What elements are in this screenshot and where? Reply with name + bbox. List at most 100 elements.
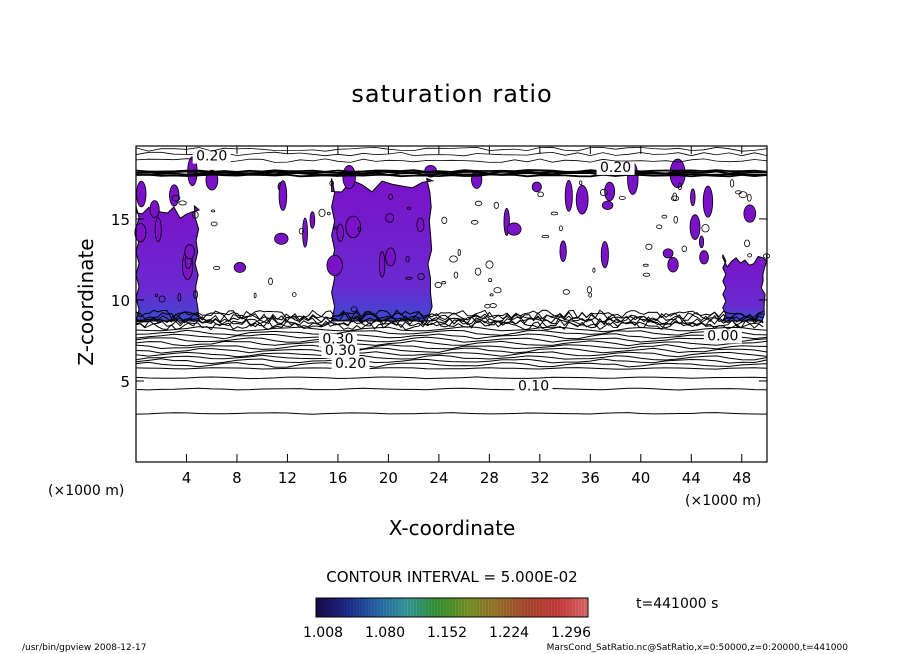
contour-line [178, 200, 187, 206]
y-tick-label: 5 [120, 373, 130, 391]
supersaturated-patch [342, 165, 356, 190]
x-tick-label: 16 [328, 469, 347, 487]
x-tick-label: 8 [232, 469, 242, 487]
contour-label-bg [318, 333, 357, 347]
contour-line [136, 173, 768, 178]
contour-line [135, 358, 768, 365]
x-unit-left: (×1000 m) [48, 483, 124, 499]
contour-line [701, 224, 710, 233]
supersaturated-patch [601, 200, 614, 210]
colorbar-gradient [315, 597, 589, 618]
supersaturated-region [135, 204, 201, 322]
supersaturated-patch [345, 215, 361, 239]
supersaturated-region [722, 254, 768, 322]
contour-label: 0.10 [518, 379, 549, 395]
contour-line [484, 303, 491, 309]
contour-line [558, 225, 563, 232]
contour-label: 0.00 [707, 328, 738, 344]
time-label: t=441000 s [636, 596, 718, 612]
contour-line [135, 158, 768, 163]
x-tick-label: 32 [530, 469, 549, 487]
contour-line [441, 216, 448, 224]
supersaturated-patch [336, 223, 344, 242]
x-tick-label: 12 [278, 469, 297, 487]
contour-line [642, 272, 651, 277]
contour-line [135, 333, 768, 340]
contour-line [441, 281, 447, 285]
contour-line [673, 215, 678, 224]
contour-line [744, 239, 750, 248]
supersaturated-patch [134, 222, 147, 243]
supersaturated-patch [378, 251, 386, 278]
x-axis-label: X-coordinate [389, 516, 516, 540]
contour-line [579, 180, 583, 186]
supersaturated-patch [136, 180, 147, 208]
contour-line [154, 293, 159, 298]
contour-line [672, 192, 678, 201]
contour-label-bg [192, 150, 231, 164]
contour-line [541, 234, 550, 239]
contour-line [350, 306, 358, 313]
contour-line [599, 188, 608, 197]
contour-line [493, 287, 502, 294]
contour-line [453, 271, 459, 279]
contour-label-bg [703, 330, 742, 344]
contour-line [329, 180, 334, 187]
contour-line [489, 293, 494, 297]
contour-line [177, 293, 182, 302]
x-axis-ticks: 4 8 12 16 20 24 28 32 36 40 44 48 [182, 146, 751, 487]
contour-line [405, 276, 413, 280]
colorbar-tick-label: 1.008 [303, 625, 343, 641]
plot-area: 0.200.200.300.300.200.100.00 [134, 146, 770, 415]
contour-line [326, 211, 331, 216]
contour-line [135, 146, 768, 152]
contour-label: 0.20 [600, 160, 631, 176]
contour-line [135, 354, 768, 361]
contour-line [729, 179, 735, 188]
contour-line [210, 209, 216, 213]
supersaturated-patch [699, 250, 709, 265]
contour-line [135, 336, 768, 343]
contour-line [747, 253, 753, 258]
contour-line [298, 227, 304, 235]
contour-line [485, 260, 494, 269]
x-tick-label: 20 [379, 469, 398, 487]
y-axis-ticks: 5 10 15 [111, 211, 767, 391]
contour-line [135, 329, 768, 336]
x-tick-label: 4 [182, 469, 192, 487]
supersaturated-patch [506, 222, 522, 236]
contour-line [135, 361, 768, 368]
contour-interval-label: CONTOUR INTERVAL = 5.000E-02 [326, 568, 577, 586]
x-tick-label: 24 [429, 469, 448, 487]
supersaturated-patch [385, 213, 395, 223]
supersaturated-patch [154, 217, 162, 243]
contour-line [474, 200, 483, 206]
contour-line [135, 309, 764, 319]
contour-line [661, 214, 668, 219]
footer-right: MarsCond_SatRatio.nc@SatRatio,x=0:50000,… [547, 643, 849, 653]
contour-line [470, 220, 479, 225]
contour-line [643, 263, 649, 267]
contour-line [135, 151, 768, 157]
supersaturated-patch [326, 254, 343, 277]
contour-line [656, 224, 663, 229]
contour-label-bg [321, 345, 360, 359]
contour-label: 0.20 [335, 356, 366, 372]
footer-left: /usr/bin/gpview 2008-12-17 [22, 643, 146, 653]
contour-line [135, 367, 768, 370]
supersaturated-patch [690, 188, 696, 207]
contour-line [417, 272, 425, 281]
contour-line [474, 267, 482, 276]
colorbar-tick-label: 1.080 [365, 625, 405, 641]
contour-label: 0.30 [325, 343, 356, 359]
contour-line [434, 281, 442, 289]
plot-frame [135, 145, 768, 463]
contour-line [406, 206, 412, 210]
y-axis-label: Z-coordinate [74, 238, 98, 365]
contour-line [135, 412, 768, 415]
colorbar-tick-label: 1.296 [551, 625, 591, 641]
contour-line [135, 344, 768, 350]
contour-line [489, 303, 497, 309]
contour-line [537, 191, 544, 198]
colorbar-tick-label: 1.224 [489, 625, 529, 641]
